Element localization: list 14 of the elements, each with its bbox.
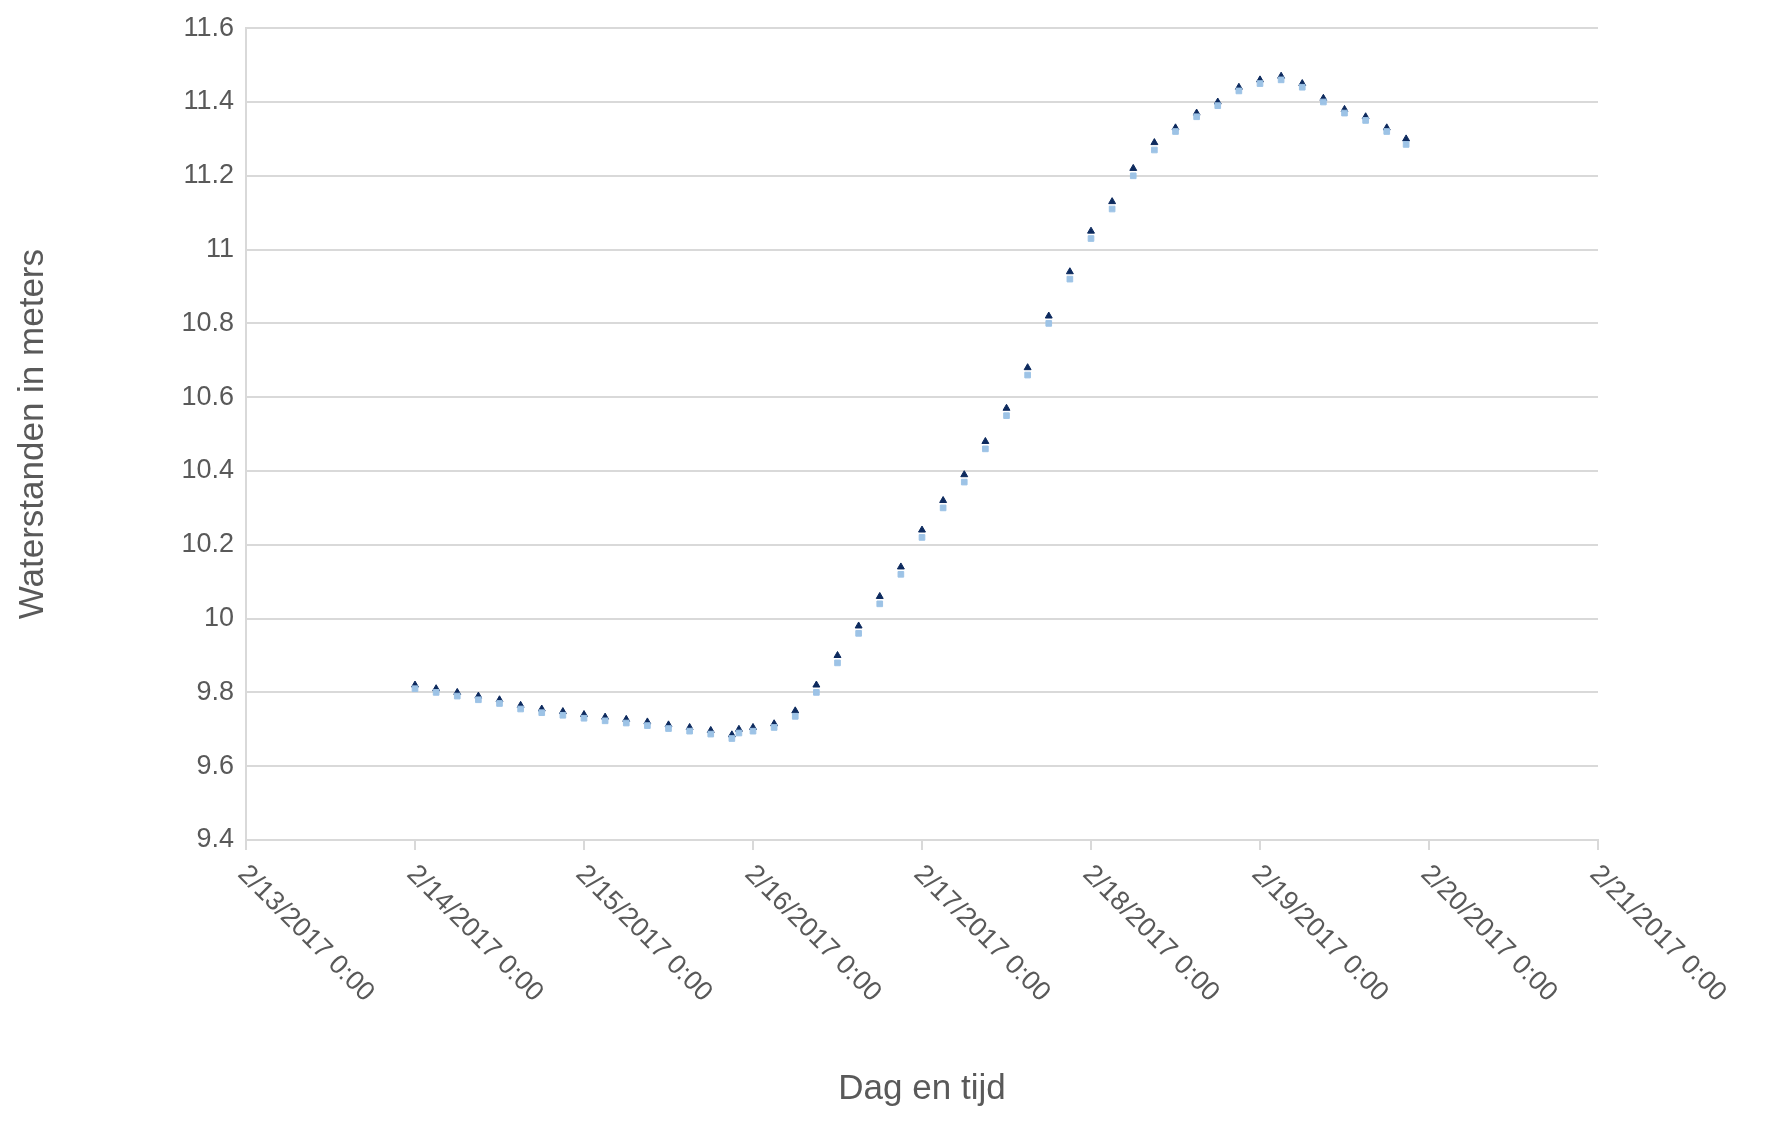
y-tick-label: 9.6 [196,749,234,780]
y-tick-label: 11.4 [183,85,234,116]
y-tick-label: 11.6 [183,11,234,42]
x-axis-title: Dag en tijd [838,1066,1006,1106]
y-tick-label: 9.4 [196,823,234,854]
y-tick-label: 10 [203,602,234,633]
y-tick-label: 11 [205,233,234,264]
y-tick-label: 10.6 [181,380,234,411]
y-tick-label: 11.2 [183,159,234,190]
y-tick-label: 10.2 [181,528,234,559]
y-tick-label: 9.8 [196,675,234,706]
y-axis-title: Waterstanden in meters [10,248,50,620]
y-tick-label: 10.4 [181,454,234,485]
y-tick-label: 10.8 [181,306,234,337]
